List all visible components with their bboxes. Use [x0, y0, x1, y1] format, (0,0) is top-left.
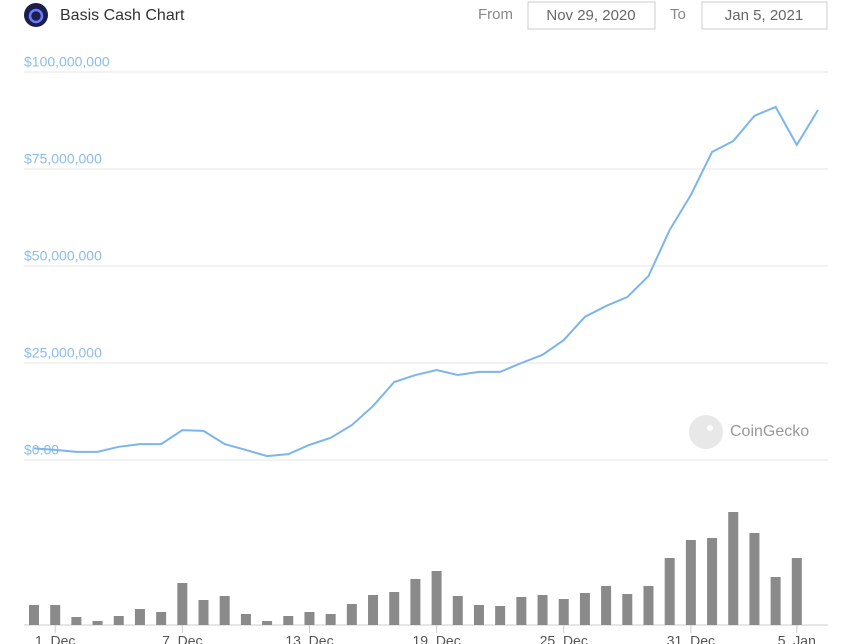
volume-bar	[685, 540, 696, 625]
volume-bar	[283, 616, 294, 625]
volume-bar	[749, 533, 760, 625]
x-tick-label: 5. Jan	[778, 633, 816, 644]
volume-bar	[473, 605, 484, 625]
volume-bar	[113, 616, 124, 625]
from-input[interactable]	[527, 1, 656, 30]
volume-bar	[198, 600, 209, 625]
volume-bar	[71, 617, 82, 625]
watermark-eye	[707, 425, 713, 431]
volume-bar	[156, 612, 167, 625]
volume-bar	[389, 592, 400, 625]
x-tick-label: 7. Dec	[162, 633, 202, 644]
volume-bar	[558, 599, 569, 625]
x-tick-label: 19. Dec	[412, 633, 460, 644]
chart-title: Basis Cash Chart	[60, 7, 185, 24]
volume-bar	[495, 606, 506, 625]
x-tick-label: 1. Dec	[35, 633, 75, 644]
volume-bar	[50, 605, 61, 625]
price-line	[33, 105, 819, 458]
volume-bar	[791, 558, 802, 625]
x-tick-label: 31. Dec	[667, 633, 715, 644]
to-label: To	[670, 6, 686, 23]
logo	[24, 3, 48, 27]
from-label: From	[478, 6, 513, 23]
logo-mark	[28, 8, 44, 24]
volume-bar	[92, 621, 103, 625]
watermark: CoinGecko	[730, 423, 809, 440]
x-tick-label: 25. Dec	[540, 633, 588, 644]
volume-bar	[579, 593, 590, 625]
watermark-logo	[689, 415, 723, 449]
volume-bar	[219, 596, 230, 625]
volume-bar	[643, 586, 654, 625]
y-tick-label: $50,000,000	[24, 248, 102, 264]
x-tick-label: 13. Dec	[285, 633, 333, 644]
volume-bar	[537, 595, 548, 625]
y-tick-label: $100,000,000	[24, 54, 110, 70]
volume-bar	[431, 571, 442, 625]
volume-bar	[707, 538, 718, 625]
volume-bar	[728, 512, 739, 625]
volume-bar	[325, 614, 336, 625]
volume-bar	[346, 604, 357, 625]
y-tick-label: $75,000,000	[24, 151, 102, 167]
volume-bar	[410, 579, 421, 625]
from-date[interactable]: Nov 29, 2020	[546, 7, 635, 24]
volume-bar	[664, 558, 675, 625]
volume-bar	[622, 594, 633, 625]
volume-bar	[29, 605, 39, 625]
volume-bar	[601, 586, 612, 625]
y-tick-label: $25,000,000	[24, 345, 102, 361]
volume-bar	[240, 614, 251, 625]
volume-bar	[368, 595, 379, 625]
volume-bar	[304, 612, 315, 625]
volume-bar	[452, 596, 463, 625]
volume-bar	[770, 577, 781, 625]
to-date[interactable]: Jan 5, 2021	[725, 7, 803, 24]
volume-bar	[177, 583, 188, 625]
volume-bar	[134, 609, 145, 625]
volume-bar	[516, 597, 527, 625]
to-input[interactable]	[701, 1, 828, 30]
volume-bar	[262, 621, 273, 625]
